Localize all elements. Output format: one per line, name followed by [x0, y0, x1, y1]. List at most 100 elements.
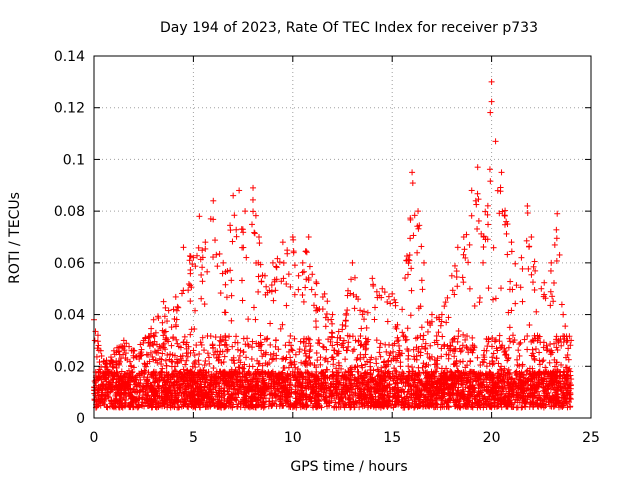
data-point [548, 259, 555, 266]
data-point [338, 365, 345, 372]
data-point [506, 335, 513, 342]
x-axis-label: GPS time / hours [290, 459, 407, 475]
data-point [245, 316, 252, 323]
data-point [490, 296, 497, 303]
data-point [243, 254, 250, 261]
data-point [290, 248, 297, 255]
data-point [488, 78, 495, 85]
data-point [424, 350, 431, 357]
data-point [162, 304, 169, 311]
data-point [196, 350, 203, 357]
data-point [279, 239, 286, 246]
data-point [143, 351, 150, 358]
data-point [272, 287, 279, 294]
data-point [439, 333, 446, 340]
data-point [459, 274, 466, 281]
data-point [547, 288, 554, 295]
data-point [454, 283, 461, 290]
data-point [528, 234, 535, 240]
data-point [515, 347, 522, 354]
data-point [492, 295, 499, 302]
data-point [453, 274, 460, 281]
data-point [292, 351, 299, 358]
x-tick-label: 25 [582, 430, 600, 446]
data-point [404, 325, 411, 332]
data-point [376, 349, 383, 356]
data-point [457, 358, 464, 365]
data-point [196, 213, 203, 220]
data-point [163, 362, 170, 369]
data-point [405, 356, 412, 363]
data-point [473, 201, 480, 208]
data-point [238, 226, 245, 233]
y-tick-label: 0.14 [54, 49, 85, 65]
data-point [324, 298, 331, 305]
data-point [160, 298, 167, 305]
data-point [462, 336, 469, 343]
data-point [544, 346, 551, 353]
data-point [498, 169, 505, 176]
data-point [407, 312, 414, 319]
data-point [198, 341, 205, 348]
data-point [383, 348, 390, 355]
data-point [303, 248, 310, 255]
data-point [204, 268, 211, 275]
data-point [369, 275, 376, 282]
y-tick-label: 0.1 [63, 152, 85, 168]
data-point [517, 339, 524, 346]
data-point [229, 343, 236, 350]
axis-ticks [93, 55, 592, 419]
data-point [181, 333, 188, 340]
data-point [498, 285, 505, 292]
data-point [227, 222, 234, 229]
data-point [242, 208, 249, 215]
data-point [503, 230, 510, 237]
data-point [168, 342, 175, 349]
data-point [485, 221, 492, 228]
data-point [198, 271, 205, 278]
data-point [466, 285, 473, 292]
data-point [420, 332, 427, 339]
data-point [295, 272, 302, 279]
data-point [506, 324, 513, 331]
x-tick-label: 5 [189, 430, 198, 446]
data-point [309, 271, 316, 278]
data-point [239, 297, 246, 304]
data-point [285, 348, 292, 355]
y-tick-labels: 00.020.040.060.080.10.120.14 [54, 49, 85, 427]
data-point [518, 254, 525, 261]
data-point [508, 248, 515, 255]
data-point [468, 212, 475, 219]
data-point [554, 347, 561, 354]
data-point [533, 308, 540, 315]
data-point [233, 233, 240, 240]
data-point [236, 187, 243, 194]
data-point [299, 291, 306, 298]
data-point [469, 334, 476, 341]
data-point [273, 263, 280, 270]
data-point [230, 192, 237, 199]
data-point [191, 360, 198, 367]
data-point [424, 328, 431, 335]
data-point [526, 321, 533, 328]
data-point [202, 245, 209, 252]
data-point [418, 324, 425, 331]
data-point [282, 342, 289, 349]
data-point [202, 239, 209, 246]
data-point [287, 332, 294, 339]
y-tick-label: 0.12 [54, 101, 85, 117]
data-point [312, 291, 319, 298]
data-point [553, 235, 560, 242]
data-point [295, 286, 302, 293]
data-point [151, 348, 158, 355]
data-point [513, 368, 520, 375]
data-point [455, 328, 462, 335]
data-point [344, 307, 351, 314]
data-point [212, 334, 219, 341]
data-point [165, 307, 172, 314]
data-point [409, 169, 416, 176]
data-point [91, 337, 98, 344]
data-point [453, 268, 460, 275]
data-point [507, 278, 514, 285]
